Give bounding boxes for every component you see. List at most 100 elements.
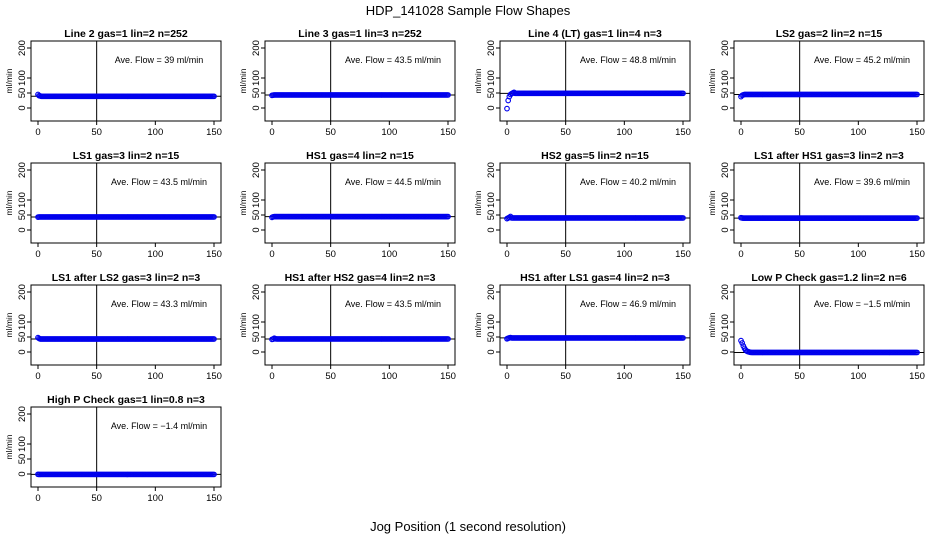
figure-title: HDP_141028 Sample Flow Shapes bbox=[366, 3, 571, 18]
figure-xlabel: Jog Position (1 second resolution) bbox=[370, 519, 566, 534]
x-tick-label: 150 bbox=[909, 127, 925, 138]
y-tick-label: 100 bbox=[720, 192, 731, 208]
y-tick-label: 200 bbox=[486, 40, 497, 56]
y-tick-label: 200 bbox=[17, 162, 28, 178]
x-tick-label: 50 bbox=[794, 249, 805, 260]
y-tick-label: 200 bbox=[486, 162, 497, 178]
panel-6: HS1 gas=4 lin=2 n=15 0 50 100 150 0 50 100 200 ml… bbox=[238, 150, 456, 260]
x-tick-label: 150 bbox=[440, 127, 456, 138]
y-axis-label: ml/min bbox=[238, 68, 248, 93]
panel-title: LS2 gas=2 lin=2 n=15 bbox=[776, 28, 883, 40]
x-tick-label: 100 bbox=[147, 249, 163, 260]
y-tick-label: 0 bbox=[251, 349, 262, 354]
data-point bbox=[914, 349, 920, 356]
y-tick-label: 100 bbox=[720, 314, 731, 330]
x-tick-label: 150 bbox=[440, 371, 456, 382]
x-tick-label: 50 bbox=[560, 371, 571, 382]
y-tick-label: 50 bbox=[251, 88, 262, 99]
y-axis-label: ml/min bbox=[473, 312, 483, 337]
y-tick-label: 100 bbox=[251, 314, 262, 330]
panel-title: LS1 after HS1 gas=3 lin=2 n=3 bbox=[754, 150, 904, 162]
data-point bbox=[914, 215, 920, 221]
y-tick-label: 0 bbox=[251, 227, 262, 232]
average-flow-annotation: Ave. Flow = 43.5 ml/min bbox=[111, 177, 207, 187]
x-tick-label: 150 bbox=[206, 371, 222, 382]
y-tick-label: 50 bbox=[251, 332, 262, 343]
panel-title: LS1 gas=3 lin=2 n=15 bbox=[73, 150, 180, 162]
data-points bbox=[738, 337, 920, 356]
x-tick-label: 100 bbox=[381, 371, 397, 382]
x-tick-label: 100 bbox=[850, 127, 866, 138]
plot-frame bbox=[733, 40, 925, 122]
plot-frame bbox=[733, 162, 925, 244]
panel-title: Low P Check gas=1.2 lin=2 n=6 bbox=[751, 272, 906, 284]
plot-frame bbox=[264, 40, 456, 122]
average-flow-annotation: Ave. Flow = −1.5 ml/min bbox=[814, 299, 910, 309]
panel-11: HS1 after LS1 gas=4 lin=2 n=3 0 50 100 150 0 5… bbox=[473, 272, 691, 382]
average-flow-annotation: Ave. Flow = 43.3 ml/min bbox=[111, 299, 207, 309]
y-tick-label: 0 bbox=[486, 349, 497, 354]
panel-title: Line 3 gas=1 lin=3 n=252 bbox=[298, 28, 422, 40]
y-tick-label: 0 bbox=[17, 349, 28, 354]
y-axis-label: ml/min bbox=[4, 312, 14, 337]
average-flow-annotation: Ave. Flow = 43.5 ml/min bbox=[345, 55, 441, 65]
data-points bbox=[35, 471, 217, 478]
x-tick-label: 50 bbox=[325, 371, 336, 382]
panel-8: LS1 after HS1 gas=3 lin=2 n=3 0 50 100 150 0 5… bbox=[707, 150, 925, 260]
data-points bbox=[269, 213, 451, 221]
average-flow-annotation: Ave. Flow = 40.2 ml/min bbox=[580, 177, 676, 187]
x-tick-label: 150 bbox=[675, 127, 691, 138]
data-point bbox=[445, 336, 451, 342]
panel-title: Line 4 (LT) gas=1 lin=4 n=3 bbox=[528, 28, 662, 40]
x-tick-label: 0 bbox=[269, 371, 274, 382]
y-tick-label: 100 bbox=[486, 192, 497, 208]
x-tick-label: 50 bbox=[91, 493, 102, 504]
x-tick-label: 100 bbox=[381, 127, 397, 138]
x-tick-label: 0 bbox=[504, 371, 509, 382]
y-tick-label: 100 bbox=[17, 70, 28, 86]
x-tick-label: 0 bbox=[504, 127, 509, 138]
average-flow-annotation: Ave. Flow = 46.9 ml/min bbox=[580, 299, 676, 309]
y-tick-label: 100 bbox=[17, 436, 28, 452]
data-point bbox=[211, 336, 217, 342]
plot-frame bbox=[499, 284, 691, 366]
y-tick-label: 50 bbox=[251, 210, 262, 221]
x-tick-label: 100 bbox=[147, 127, 163, 138]
average-flow-annotation: Ave. Flow = 45.2 ml/min bbox=[814, 55, 910, 65]
x-tick-label: 50 bbox=[325, 249, 336, 260]
x-tick-label: 50 bbox=[91, 127, 102, 138]
y-tick-label: 200 bbox=[720, 162, 731, 178]
y-tick-label: 0 bbox=[720, 105, 731, 110]
x-tick-label: 150 bbox=[206, 493, 222, 504]
x-tick-label: 100 bbox=[616, 249, 632, 260]
average-flow-annotation: Ave. Flow = 44.5 ml/min bbox=[345, 177, 441, 187]
y-tick-label: 200 bbox=[251, 40, 262, 56]
plot-frame bbox=[264, 284, 456, 366]
x-tick-label: 50 bbox=[560, 249, 571, 260]
x-tick-label: 100 bbox=[147, 371, 163, 382]
y-tick-label: 100 bbox=[17, 314, 28, 330]
x-tick-label: 50 bbox=[794, 127, 805, 138]
y-tick-label: 200 bbox=[251, 284, 262, 300]
y-tick-label: 50 bbox=[17, 332, 28, 343]
x-tick-label: 150 bbox=[675, 249, 691, 260]
panel-title: HS1 after HS2 gas=4 lin=2 n=3 bbox=[285, 272, 436, 284]
panel-9: LS1 after LS2 gas=3 lin=2 n=3 0 50 100 150 0 5… bbox=[4, 272, 222, 382]
y-tick-label: 0 bbox=[251, 105, 262, 110]
panel-2: Line 3 gas=1 lin=3 n=252 0 50 100 150 0 50 100 2… bbox=[238, 28, 456, 138]
y-axis-label: ml/min bbox=[473, 68, 483, 93]
panel-4: LS2 gas=2 lin=2 n=15 0 50 100 150 0 50 100 200 ml… bbox=[707, 28, 925, 138]
x-tick-label: 0 bbox=[738, 127, 743, 138]
x-tick-label: 100 bbox=[616, 371, 632, 382]
plot-frame bbox=[30, 40, 222, 122]
data-points bbox=[738, 214, 920, 221]
data-point bbox=[680, 90, 686, 97]
panel-title: HS2 gas=5 lin=2 n=15 bbox=[541, 150, 649, 162]
y-tick-label: 50 bbox=[486, 332, 497, 343]
y-tick-label: 0 bbox=[17, 227, 28, 232]
x-tick-label: 100 bbox=[850, 249, 866, 260]
panel-title: HS1 after LS1 gas=4 lin=2 n=3 bbox=[520, 272, 670, 284]
x-tick-label: 150 bbox=[909, 249, 925, 260]
data-points bbox=[504, 213, 686, 222]
